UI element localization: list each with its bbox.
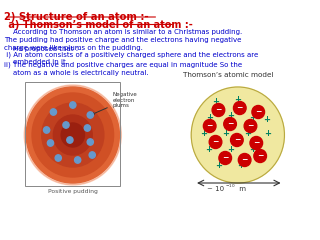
Circle shape xyxy=(50,109,57,115)
Text: +: + xyxy=(222,128,229,138)
Text: −: − xyxy=(206,121,213,131)
Text: −: − xyxy=(234,136,240,144)
Text: −: − xyxy=(212,138,219,146)
Text: $^{-10}$: $^{-10}$ xyxy=(225,184,236,189)
Text: +: + xyxy=(205,144,212,154)
Circle shape xyxy=(87,112,93,118)
Text: ii) The negative and positive charges are equal in magnitude So the
    atom as : ii) The negative and positive charges ar… xyxy=(4,61,242,76)
Text: ~ 10: ~ 10 xyxy=(207,186,224,192)
Text: +: + xyxy=(200,128,207,138)
Circle shape xyxy=(24,85,121,185)
Circle shape xyxy=(234,102,246,114)
Text: +: + xyxy=(264,128,271,138)
Text: +: + xyxy=(215,162,222,170)
Text: −: − xyxy=(257,151,263,161)
Text: −: − xyxy=(255,108,261,116)
Text: Negative
electron
plums: Negative electron plums xyxy=(92,92,137,114)
Circle shape xyxy=(244,120,257,132)
Text: +: + xyxy=(249,114,256,122)
Text: +: + xyxy=(228,112,235,120)
Text: +: + xyxy=(263,115,270,125)
Text: −: − xyxy=(242,156,248,164)
Text: +: + xyxy=(244,128,251,138)
Text: −: − xyxy=(236,103,243,113)
Text: −: − xyxy=(247,121,254,131)
Text: a) Thomson’s model of an atom :-: a) Thomson’s model of an atom :- xyxy=(5,20,193,30)
Text: −: − xyxy=(222,154,228,162)
Circle shape xyxy=(224,118,236,131)
Text: −: − xyxy=(227,120,233,128)
Circle shape xyxy=(209,136,222,149)
Text: i) An atom consists of a positively charged sphere and the electrons are
    emb: i) An atom consists of a positively char… xyxy=(4,51,258,66)
Circle shape xyxy=(70,102,76,108)
Text: +: + xyxy=(228,145,235,155)
Circle shape xyxy=(84,125,91,131)
Text: +: + xyxy=(237,162,244,170)
Text: +: + xyxy=(206,114,213,122)
Circle shape xyxy=(238,154,251,167)
Text: According to Thomson an atom is similar to a Christmas pudding.
The pudding had : According to Thomson an atom is similar … xyxy=(4,29,242,51)
Text: m: m xyxy=(237,186,246,192)
Circle shape xyxy=(42,103,104,167)
Circle shape xyxy=(32,93,114,177)
Text: Positive pudding: Positive pudding xyxy=(48,189,98,194)
Circle shape xyxy=(47,140,53,146)
Circle shape xyxy=(252,106,265,119)
Circle shape xyxy=(63,122,69,128)
Circle shape xyxy=(67,137,73,143)
Circle shape xyxy=(250,137,263,150)
Circle shape xyxy=(231,133,243,146)
Circle shape xyxy=(212,103,225,116)
Circle shape xyxy=(87,139,93,145)
Circle shape xyxy=(254,150,267,162)
Circle shape xyxy=(75,157,81,163)
Text: He proposed that :-: He proposed that :- xyxy=(4,46,81,52)
Text: −: − xyxy=(253,138,260,148)
Circle shape xyxy=(61,123,84,147)
Circle shape xyxy=(44,127,50,133)
Circle shape xyxy=(219,151,232,164)
Circle shape xyxy=(53,115,92,155)
Text: −: − xyxy=(215,106,222,114)
Text: 2) Structure of an atom :-: 2) Structure of an atom :- xyxy=(4,12,148,22)
Circle shape xyxy=(26,87,119,183)
Text: Thomson’s atomic model: Thomson’s atomic model xyxy=(182,72,273,78)
Circle shape xyxy=(55,155,61,161)
Text: +: + xyxy=(234,96,241,104)
Circle shape xyxy=(191,87,284,183)
Text: +: + xyxy=(249,144,256,154)
Circle shape xyxy=(204,120,216,132)
Circle shape xyxy=(89,152,95,158)
Text: +: + xyxy=(212,97,219,107)
